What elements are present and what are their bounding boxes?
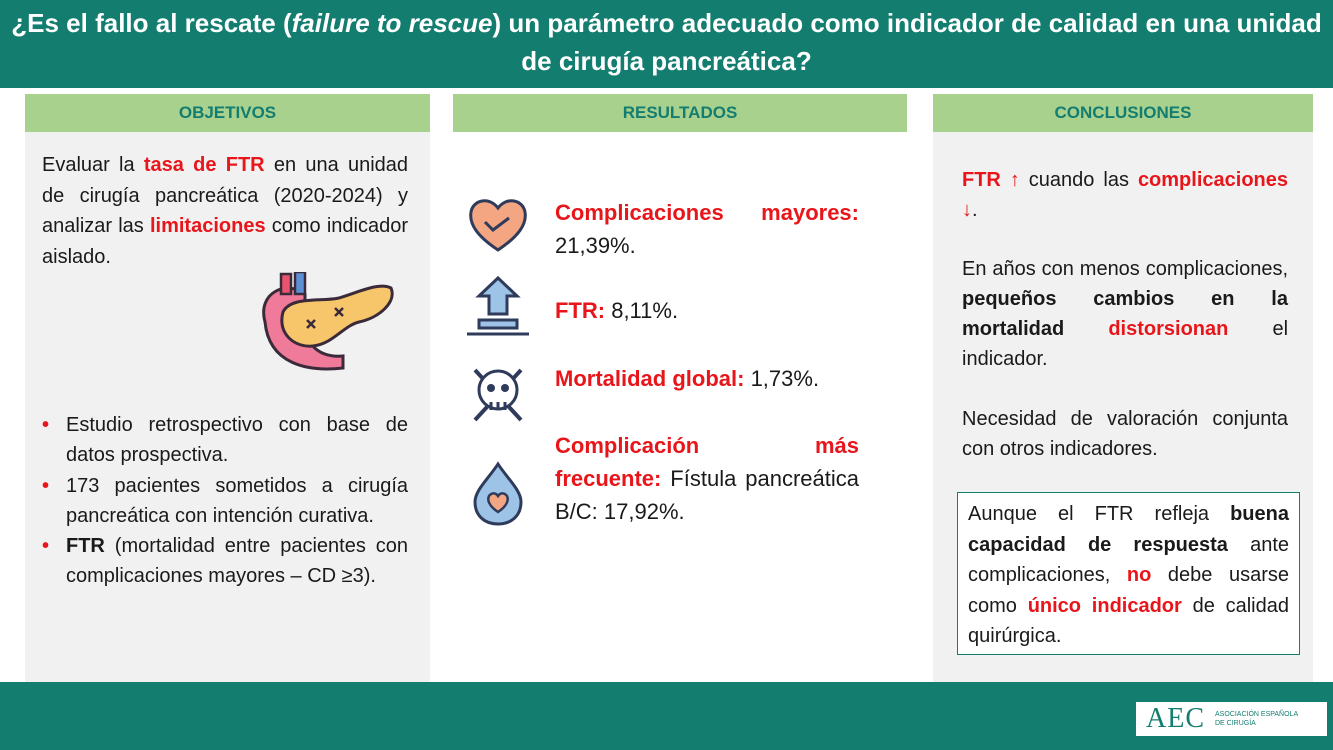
text-run: Mortalidad global: [555, 366, 745, 391]
text-run: tasa de FTR [143, 154, 265, 176]
pancreas-icon [262, 272, 394, 371]
result-mortalidad: Mortalidad global: 1,73%. [555, 362, 859, 395]
text-run: complicaciones ↓ [962, 169, 1288, 221]
text-run: Evaluar la [42, 154, 144, 176]
text-run: buena capacidad de respuesta [968, 503, 1289, 556]
text-run: FTR [66, 535, 105, 558]
text-run: ante complicaciones, [968, 533, 1289, 587]
resultados-heading: RESULTADOS [453, 94, 907, 132]
text-run: en una unidad de cirugía pancreática (20… [42, 154, 409, 237]
conclusion-1: FTR ↑ cuando las complicaciones ↓. [962, 165, 1288, 225]
text-run: limitaciones [149, 215, 266, 237]
objetivos-bullets: • Estudio retrospectivo con base de datos… [42, 410, 408, 592]
text-run: 8,11%. [605, 298, 679, 323]
objetivos-intro: Evaluar la tasa de FTR en una unidad de … [42, 150, 408, 272]
text-run: Complicación más frecuente: [555, 433, 859, 491]
footer-bar [0, 682, 1333, 750]
skull-icon [473, 368, 523, 422]
text-run: cuando las [1019, 169, 1138, 191]
conclusion-3: Necesidad de valoración conjunta con otr… [962, 404, 1288, 464]
text-run: En años con menos complicaciones, [962, 258, 1288, 280]
bullet-dot: • [42, 535, 50, 558]
conclusion-highlight-box: Aunque el FTR refleja buena capacidad de… [957, 492, 1300, 655]
heart-icon [469, 199, 527, 252]
text-run [1064, 318, 1108, 340]
text-run: . [972, 199, 978, 221]
text-run: como indicador aislado. [42, 215, 409, 268]
text-run: Fístula pancreática B/C: 17,92%. [555, 466, 859, 524]
text-run: 173 pacientes sometidos a cirugía pancre… [66, 474, 408, 527]
objetivos-panel: OBJETIVOS Evaluar la tasa de FTR en una … [25, 94, 430, 682]
bullet-item: • FTR (mortalidad entre pacientes con com… [42, 531, 408, 592]
bullet-dot: • [42, 474, 50, 497]
result-complicaciones: Complicaciones mayores: 21,39%. [555, 196, 859, 262]
text-run: único indicador [1027, 594, 1182, 617]
logo-mark: AEC [1146, 703, 1205, 734]
text-run: 1,73%. [744, 366, 820, 391]
logo-text: ASOCIACIÓN ESPAÑOLA DE CIRUGÍA [1215, 711, 1299, 727]
text-run: distorsionan [1108, 318, 1229, 340]
text-run: de calidad quirúrgica. [968, 594, 1289, 648]
text-run: Estudio retrospectivo con base de datos … [66, 414, 408, 467]
text-run: debe usarse como [968, 564, 1289, 617]
conclusion-2: En años con menos complicaciones, pequeñ… [962, 254, 1288, 374]
conclusiones-panel: CONCLUSIONES FTR ↑ cuando las complicaci… [933, 94, 1313, 682]
result-ftr: FTR: 8,11%. [555, 294, 859, 327]
result-complicacion-frecuente: Complicación más frecuente: Fístula panc… [555, 429, 859, 528]
text-run: pequeños cambios en la mortalidad [962, 288, 1288, 340]
text-run: Aunque el FTR refleja [968, 503, 1231, 525]
poster-title: ¿Es el fallo al rescate (failure to resc… [0, 0, 1333, 88]
text-run: FTR: [555, 298, 606, 323]
objetivos-heading: OBJETIVOS [25, 94, 430, 132]
bullet-dot: • [42, 414, 50, 436]
bullet-item: • 173 pacientes sometidos a cirugía pancr… [42, 471, 408, 532]
bullet-item: • Estudio retrospectivo con base de datos… [42, 410, 408, 471]
text-run: Complicaciones mayores: [555, 200, 859, 225]
aec-logo: AEC ASOCIACIÓN ESPAÑOLA DE CIRUGÍA [1136, 702, 1327, 736]
text-run: FTR ↑ [962, 169, 1020, 191]
text-run: 21,39%. [555, 233, 636, 258]
drop-heart-icon [473, 461, 523, 526]
text-run: el indicador. [962, 318, 1289, 370]
text-run: (mortalidad entre pacientes con complica… [66, 535, 408, 588]
text-run: no [1126, 564, 1152, 586]
resultados-panel: RESULTADOS Complicaciones mayores: 21,39… [453, 94, 907, 682]
arrow-up-icon [467, 275, 529, 336]
conclusiones-heading: CONCLUSIONES [933, 94, 1313, 132]
text-run: Necesidad de valoración conjunta con otr… [962, 408, 1288, 460]
